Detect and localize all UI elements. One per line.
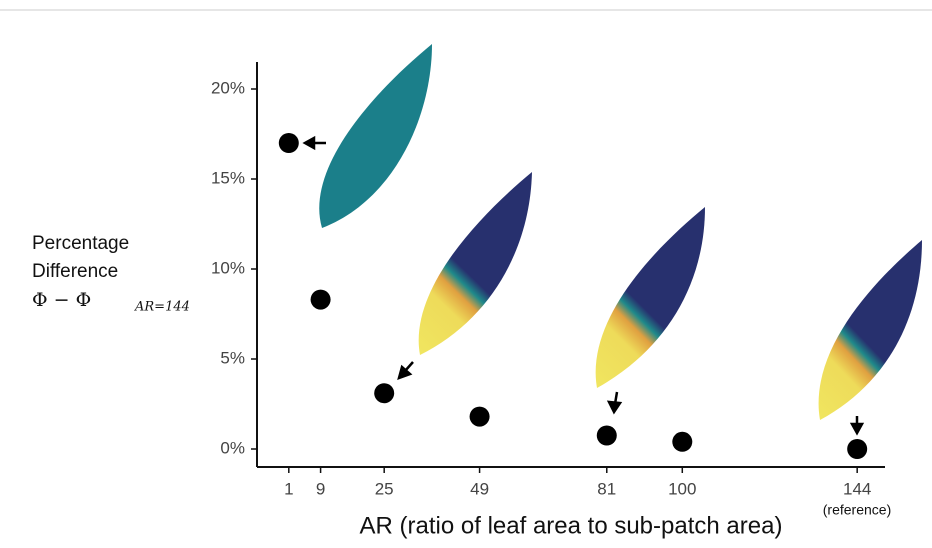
x-tick-label: 81 [597,479,616,498]
point [310,289,331,310]
y-tick-label: 10% [211,258,245,277]
x-tick-label: 1 [284,479,293,498]
y-tick-label: 0% [220,438,245,457]
point [278,133,299,153]
x-tick-label: 100 [668,479,696,498]
arrow-head [397,364,413,380]
y-axis-label: Percentage [32,233,129,254]
point [374,383,395,404]
x-tick-label: 25 [375,479,394,498]
leaf [595,207,705,388]
x-tick-label: 9 [316,479,325,498]
arrows [302,135,865,436]
y-tick-label: 5% [220,348,245,367]
y-axis-formula: Φ − Φ [32,289,91,311]
leaf-images [319,44,922,420]
arrow-head [849,422,865,436]
y-axis-formula-subscript: AR=144 [134,300,190,315]
point [596,425,617,446]
x-tick-label: 49 [470,479,489,498]
x-axis-label: AR (ratio of leaf area to sub-patch area… [360,512,783,539]
leaf [418,172,532,355]
point [672,431,693,452]
point [847,439,868,459]
y-tick-label: 15% [211,168,245,187]
y-axis-label: Difference [32,261,118,282]
x-tick-label: 144 [843,479,871,498]
y-tick-label: 20% [211,78,245,97]
annotation: (reference) [823,502,891,518]
leaf [319,44,432,228]
arrow-head [606,400,623,415]
leaf [818,240,922,420]
arrow-head [302,135,316,151]
point [469,406,490,427]
